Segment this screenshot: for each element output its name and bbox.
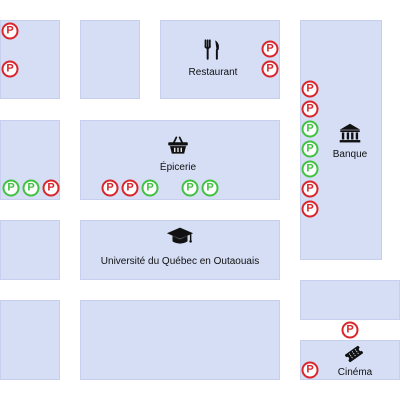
parking-icon[interactable]: P: [301, 80, 319, 98]
parking-icon[interactable]: P: [301, 100, 319, 118]
graduation-cap-icon: [165, 222, 195, 252]
city-block-lower-left: [0, 220, 60, 280]
parking-icon[interactable]: P: [42, 179, 60, 197]
universite-label: Université du Québec en Outaouais: [100, 256, 260, 267]
city-block-banque: [300, 20, 382, 260]
parking-icon[interactable]: P: [1, 60, 19, 78]
epicerie-label: Épicerie: [159, 162, 197, 173]
parking-icon[interactable]: P: [181, 179, 199, 197]
bank-icon: [337, 120, 363, 146]
banque-label: Banque: [332, 149, 368, 160]
parking-icon[interactable]: P: [301, 361, 319, 379]
parking-icon[interactable]: P: [301, 120, 319, 138]
parking-icon[interactable]: P: [261, 60, 279, 78]
restaurant-label: Restaurant: [188, 67, 238, 78]
city-block-cinema-top: [300, 280, 400, 320]
parking-icon[interactable]: P: [301, 140, 319, 158]
parking-icon[interactable]: P: [121, 179, 139, 197]
parking-icon[interactable]: P: [301, 180, 319, 198]
parking-icon[interactable]: P: [201, 179, 219, 197]
movie-ticket-icon: [343, 343, 365, 365]
parking-icon[interactable]: P: [101, 179, 119, 197]
city-block-bottom-mid: [80, 300, 280, 380]
city-block-bottom-left: [0, 300, 60, 380]
parking-icon[interactable]: P: [22, 179, 40, 197]
parking-icon[interactable]: P: [301, 160, 319, 178]
parking-icon[interactable]: P: [301, 200, 319, 218]
parking-icon[interactable]: P: [2, 179, 20, 197]
city-block-restaurant: [160, 20, 280, 99]
shopping-basket-icon: [165, 132, 191, 158]
parking-icon[interactable]: P: [341, 321, 359, 339]
parking-icon[interactable]: P: [261, 40, 279, 58]
fork-knife-icon: [199, 37, 225, 63]
parking-icon[interactable]: P: [1, 22, 19, 40]
city-block-top-2: [80, 20, 140, 99]
parking-icon[interactable]: P: [141, 179, 159, 197]
cinema-label: Cinéma: [337, 367, 373, 378]
